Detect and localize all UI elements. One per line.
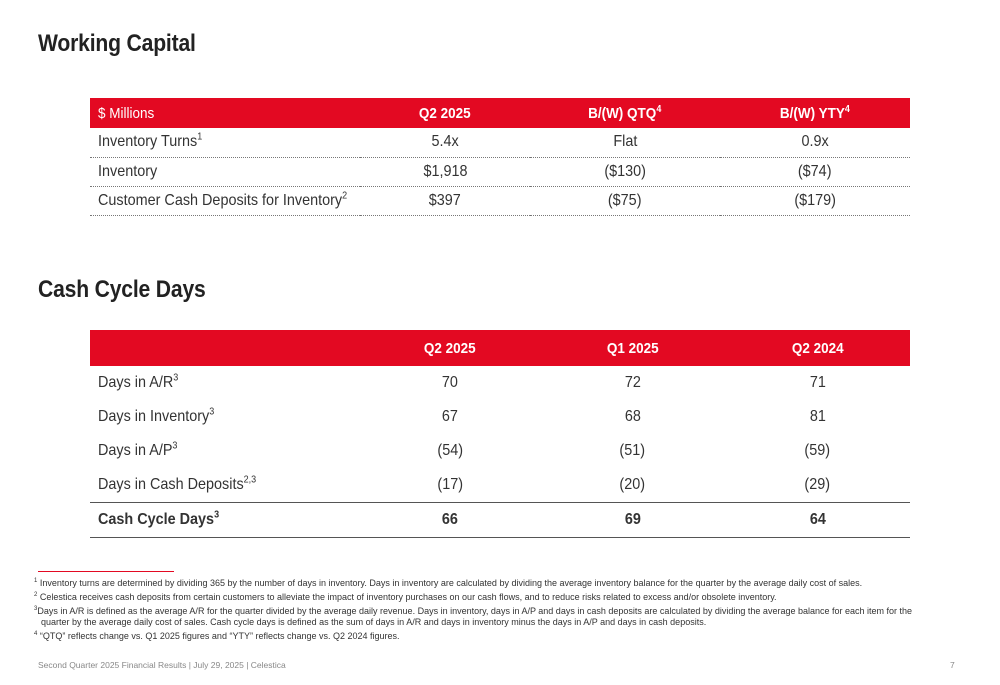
table-header-row: $ Millions Q2 2025 B/(W) QTQ4 B/(W) YTY4	[90, 98, 910, 128]
header-cell: Q2 2025	[360, 330, 540, 366]
table-cell: (20)	[619, 475, 646, 493]
header-cell: $ Millions	[90, 98, 360, 128]
row-label: Days in A/P3	[98, 440, 178, 459]
table-cell: 5.4x	[360, 128, 530, 158]
header-cell: B/(W) QTQ4	[530, 98, 720, 128]
header-cell: B/(W) YTY4	[720, 98, 910, 128]
table-cell: $397	[360, 186, 530, 216]
table-cell: (54)	[437, 442, 463, 459]
table-row: Inventory $1,918 ($130) ($74)	[90, 157, 910, 187]
working-capital-table: $ Millions Q2 2025 B/(W) QTQ4 B/(W) YTY4…	[90, 98, 910, 216]
table-row: Days in Cash Deposits2,3 (17) (20) (29)	[90, 468, 910, 502]
footnote: 3Days in A/R is defined as the average A…	[34, 606, 913, 627]
footnote: 1 Inventory turns are determined by divi…	[34, 578, 863, 588]
table-cell: 71	[809, 374, 826, 391]
row-label: Inventory Turns1	[90, 128, 360, 158]
table-row: Days in A/R3 70 72 71	[90, 366, 910, 400]
table-cell: $1,918	[360, 157, 530, 187]
table-cell: 0.9x	[720, 128, 910, 158]
footer-text: Second Quarter 2025 Financial Results | …	[38, 660, 286, 670]
table-row: Inventory Turns1 5.4x Flat 0.9x	[90, 128, 910, 158]
table-row: Days in A/P3 (54) (51) (59)	[90, 434, 910, 468]
table-cell: 72	[624, 374, 641, 391]
table-row: Days in Inventory3 67 68 81	[90, 400, 910, 434]
footnote-divider	[38, 571, 174, 572]
table-cell: 66	[360, 501, 540, 538]
table-cell: ($179)	[720, 186, 910, 216]
table-cell: ($75)	[530, 186, 720, 216]
row-label: Days in A/R3	[98, 372, 179, 391]
header-cell: Q2 2024	[725, 330, 910, 366]
header-cell: Q1 2025	[540, 330, 725, 366]
row-label: Days in Cash Deposits2,3	[98, 474, 257, 493]
row-label: Days in Inventory3	[98, 406, 215, 425]
footnote: 2 Celestica receives cash deposits from …	[34, 592, 777, 602]
footnotes: 1 Inventory turns are determined by divi…	[34, 578, 914, 645]
table-cell: 70	[441, 374, 459, 391]
row-label: Customer Cash Deposits for Inventory2	[90, 186, 360, 216]
table-cell: ($74)	[720, 157, 910, 187]
table-row: Customer Cash Deposits for Inventory2 $3…	[90, 186, 910, 216]
table-cell: 64	[725, 501, 910, 538]
header-cell	[90, 330, 360, 366]
table-cell: 69	[540, 501, 725, 538]
cash-cycle-table: Q2 2025 Q1 2025 Q2 2024 Days in A/R3 70 …	[90, 330, 910, 538]
working-capital-title: Working Capital	[38, 30, 196, 57]
table-header-row: Q2 2025 Q1 2025 Q2 2024	[90, 330, 910, 366]
table-cell: (51)	[619, 442, 646, 459]
table-cell: 68	[624, 408, 641, 425]
table-cell: 67	[441, 408, 459, 425]
cash-cycle-days-title: Cash Cycle Days	[38, 276, 206, 303]
total-row: Cash Cycle Days3 66 69 64	[90, 501, 910, 538]
table-cell: 81	[809, 408, 826, 425]
footnote: 4 “QTQ” reflects change vs. Q1 2025 figu…	[34, 631, 400, 641]
page-number: 7	[950, 660, 955, 670]
table-cell: (17)	[437, 475, 463, 493]
row-label: Cash Cycle Days3	[90, 501, 360, 538]
table-cell: (29)	[804, 475, 831, 493]
row-label: Inventory	[90, 157, 360, 187]
table-cell: (59)	[804, 442, 831, 459]
table-cell: Flat	[530, 128, 720, 158]
header-cell: Q2 2025	[360, 98, 530, 128]
table-cell: ($130)	[530, 157, 720, 187]
